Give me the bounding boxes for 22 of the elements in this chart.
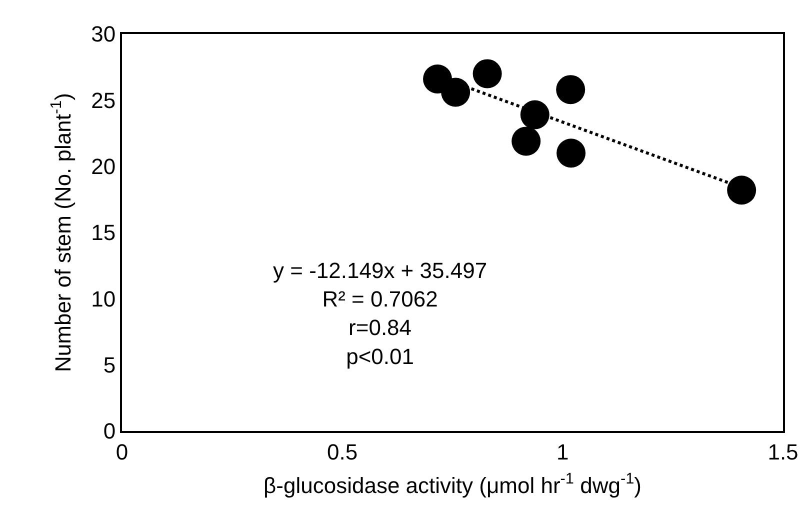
y-tick-label: 15	[91, 220, 116, 246]
point	[556, 75, 586, 104]
y-tick-label: 0	[103, 418, 116, 444]
point	[441, 78, 470, 107]
point	[520, 100, 550, 130]
y-tick-label: 10	[91, 286, 116, 312]
x-tick-label: 1.5	[768, 439, 798, 464]
annotation: y = -12.149x + 35.497	[273, 258, 488, 283]
annotation: p<0.01	[346, 344, 414, 369]
point	[556, 138, 586, 168]
point	[727, 176, 756, 205]
y-tick-label: 30	[91, 22, 116, 47]
annotation: r=0.84	[348, 315, 412, 340]
x-tick-label: 1	[556, 439, 569, 464]
y-tick-label: 25	[91, 88, 116, 113]
y-tick-label: 20	[91, 154, 116, 180]
x-axis-title: β-glucosidase activity (μmol hr$^{-1}$ dwg$^{-1}$)	[264, 470, 642, 498]
point	[512, 126, 541, 156]
annotation: R² = 0.7062	[322, 286, 438, 312]
y-tick-label: 5	[103, 352, 116, 378]
point	[472, 59, 502, 88]
x-tick-label: 0.5	[327, 439, 358, 464]
